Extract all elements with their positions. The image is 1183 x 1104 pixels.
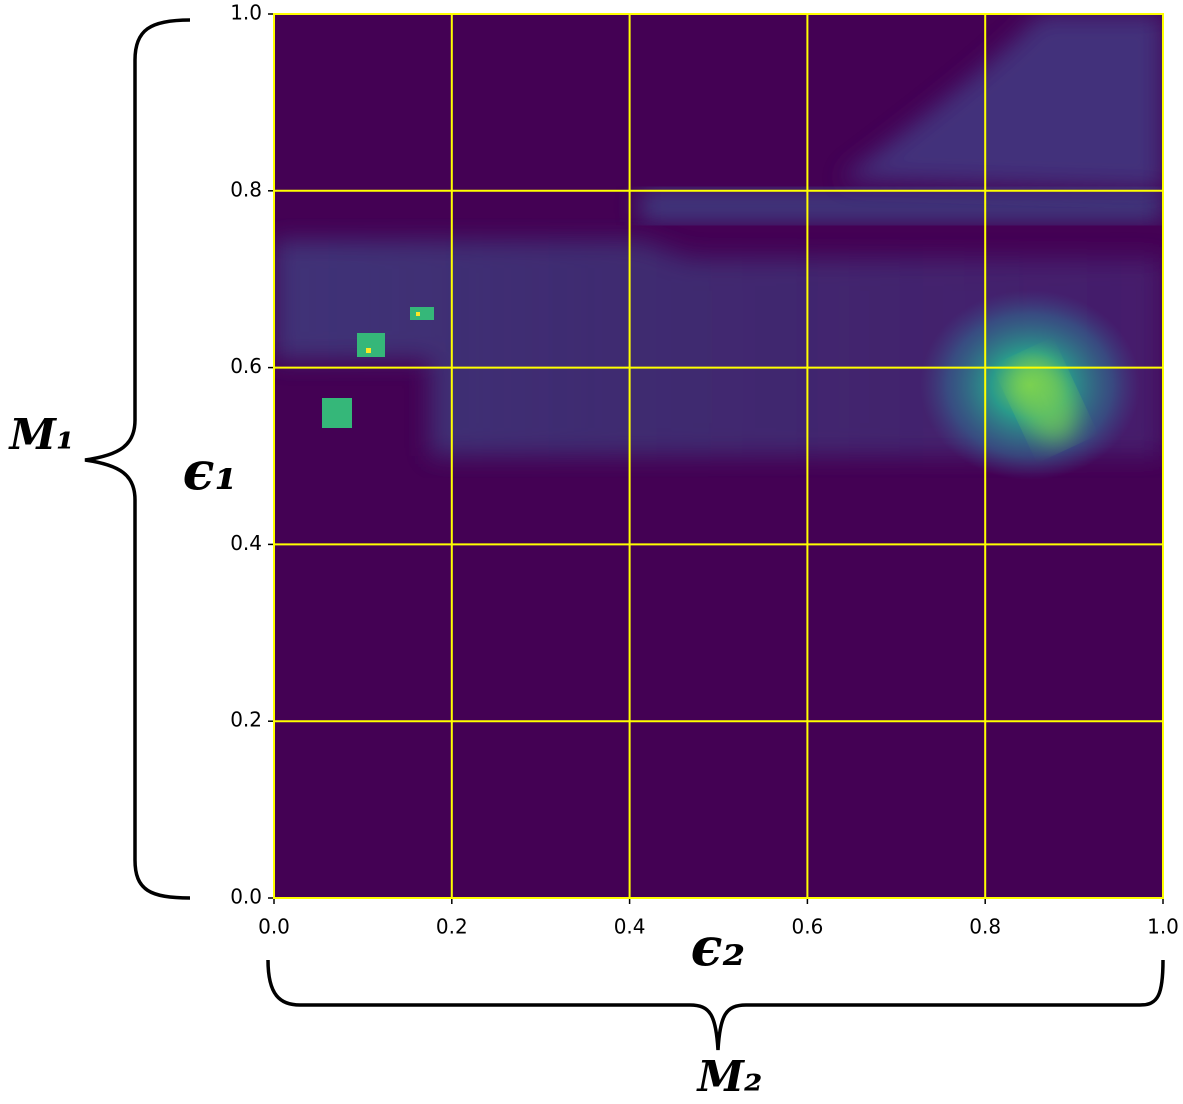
field xyxy=(1013,357,1077,443)
x-tick-label: 0.4 xyxy=(614,915,646,939)
annotation: M₁ xyxy=(8,410,75,459)
x-tick-label: 0.0 xyxy=(258,915,290,939)
brace xyxy=(266,959,1165,1051)
field xyxy=(322,398,352,428)
x-axis-label: ϵ₂ xyxy=(691,918,745,979)
y-tick-label: 0.4 xyxy=(230,531,262,555)
field xyxy=(840,14,1163,190)
field xyxy=(357,333,385,357)
y-tick-label: 0.2 xyxy=(230,708,262,732)
y-axis-label: ϵ₁ xyxy=(183,442,237,503)
x-tick-label: 0.6 xyxy=(791,915,823,939)
y-tick-label: 0.0 xyxy=(230,885,262,909)
y-tick-label: 0.6 xyxy=(230,354,262,378)
y-tick-label: 1.0 xyxy=(230,1,262,25)
x-tick-label: 1.0 xyxy=(1147,915,1179,939)
field xyxy=(366,348,371,353)
field xyxy=(416,312,420,316)
annotation: M₂ xyxy=(696,1052,763,1101)
brace xyxy=(84,18,191,900)
x-tick-label: 0.8 xyxy=(969,915,1001,939)
plot-frame xyxy=(273,13,1164,899)
field xyxy=(410,307,434,320)
x-tick-label: 0.2 xyxy=(436,915,468,939)
field xyxy=(640,190,1163,222)
y-tick-label: 0.8 xyxy=(230,177,262,201)
heatmap-texture xyxy=(274,14,1163,480)
